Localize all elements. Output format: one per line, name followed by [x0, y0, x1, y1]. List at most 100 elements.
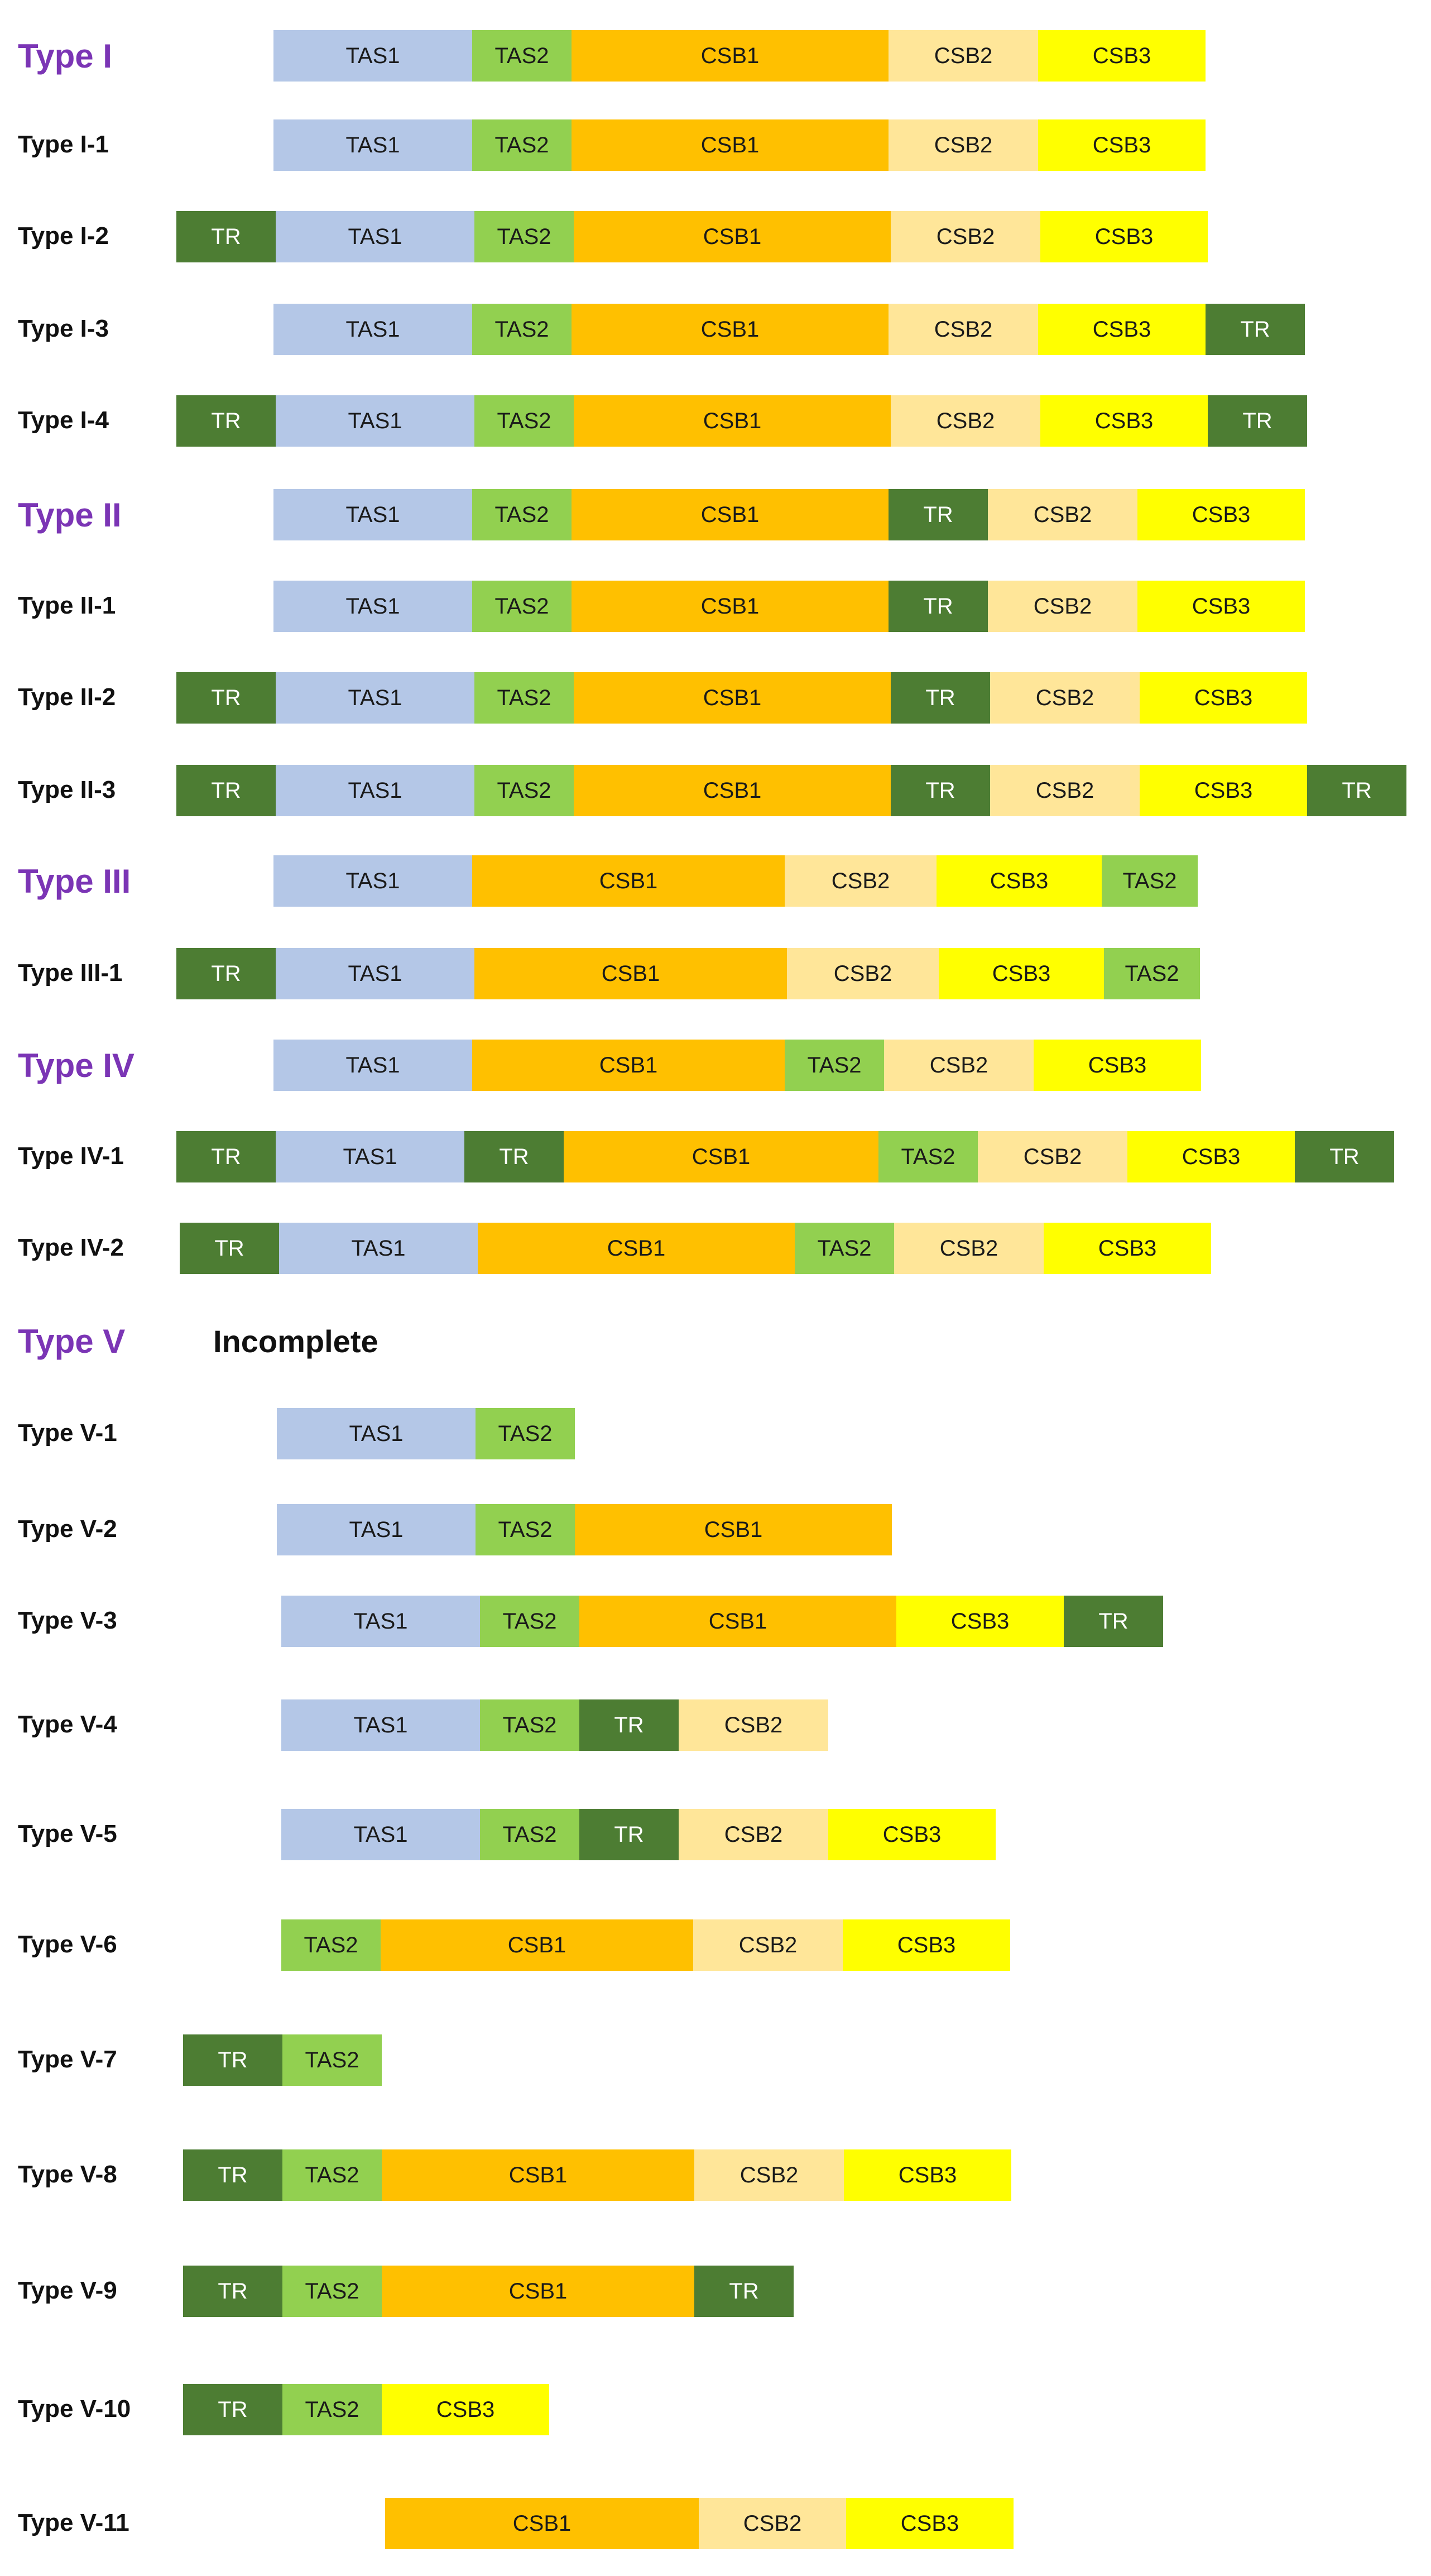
- segment-csb3: CSB3: [937, 855, 1102, 907]
- segment-tr: TR: [176, 211, 276, 262]
- segment-csb1: CSB1: [382, 2149, 694, 2201]
- segment-tas1: TAS1: [276, 765, 474, 816]
- segment-csb3: CSB3: [939, 948, 1104, 999]
- segment-tr: TR: [579, 1699, 679, 1751]
- segment-csb1: CSB1: [574, 395, 891, 447]
- row-label: Type V-5: [18, 1820, 117, 1847]
- segment-csb3: CSB3: [1040, 211, 1208, 262]
- segment-tas2: TAS2: [472, 119, 572, 171]
- segment-csb2: CSB2: [990, 672, 1140, 724]
- segment-tas2: TAS2: [472, 30, 572, 82]
- segment-tas2: TAS2: [785, 1040, 884, 1091]
- segment-tr: TR: [889, 581, 988, 632]
- segment-tas2: TAS2: [282, 2149, 382, 2201]
- segment-csb3: CSB3: [843, 1919, 1010, 1971]
- incomplete-note: Incomplete: [213, 1324, 378, 1359]
- segment-tas1: TAS1: [277, 1504, 476, 1555]
- row-label: Type I-1: [18, 131, 109, 158]
- segment-tas2: TAS2: [282, 2034, 382, 2086]
- segment-tas1: TAS1: [276, 1131, 464, 1182]
- segment-tr: TR: [183, 2149, 282, 2201]
- segment-tas1: TAS1: [276, 948, 474, 999]
- segment-tr: TR: [1064, 1596, 1163, 1647]
- segment-tas2: TAS2: [1104, 948, 1200, 999]
- segment-tas1: TAS1: [276, 672, 474, 724]
- segment-csb1: CSB1: [572, 304, 889, 355]
- segment-tr: TR: [1208, 395, 1307, 447]
- segment-tas1: TAS1: [273, 119, 472, 171]
- segment-tas1: TAS1: [277, 1408, 476, 1459]
- segment-csb3: CSB3: [846, 2498, 1014, 2549]
- segment-tas2: TAS2: [795, 1223, 894, 1274]
- segment-tas2: TAS2: [281, 1919, 381, 1971]
- segment-tas2: TAS2: [474, 672, 574, 724]
- segment-tr: TR: [180, 1223, 279, 1274]
- segment-csb3: CSB3: [1038, 304, 1206, 355]
- segment-csb1: CSB1: [564, 1131, 878, 1182]
- segment-csb3: CSB3: [1038, 119, 1206, 171]
- segment-csb2: CSB2: [894, 1223, 1044, 1274]
- segment-tas2: TAS2: [282, 2384, 382, 2435]
- segment-tr: TR: [579, 1809, 679, 1860]
- segment-tas2: TAS2: [480, 1699, 579, 1751]
- segment-tas2: TAS2: [878, 1131, 978, 1182]
- segment-tas2: TAS2: [480, 1596, 579, 1647]
- segment-csb2: CSB2: [990, 765, 1140, 816]
- segment-csb3: CSB3: [1137, 581, 1305, 632]
- row-label: Type II: [18, 496, 122, 534]
- segment-csb3: CSB3: [1140, 672, 1307, 724]
- segment-tas1: TAS1: [281, 1699, 480, 1751]
- segment-tr: TR: [1295, 1131, 1394, 1182]
- segment-csb1: CSB1: [575, 1504, 892, 1555]
- segment-tr: TR: [1206, 304, 1305, 355]
- row-label: Type V-4: [18, 1711, 117, 1738]
- segment-tr: TR: [176, 948, 276, 999]
- segment-tr: TR: [183, 2034, 282, 2086]
- segment-csb1: CSB1: [574, 211, 891, 262]
- row-label: Type V-7: [18, 2046, 117, 2073]
- segment-tas2: TAS2: [476, 1504, 575, 1555]
- row-label: Type III: [18, 863, 131, 900]
- row-label: Type V-9: [18, 2277, 117, 2304]
- segment-csb2: CSB2: [978, 1131, 1127, 1182]
- segment-csb3: CSB3: [1137, 489, 1305, 540]
- segment-tr: TR: [1307, 765, 1406, 816]
- row-label: Type V-10: [18, 2395, 131, 2422]
- segment-csb1: CSB1: [574, 765, 891, 816]
- segment-csb3: CSB3: [1040, 395, 1208, 447]
- segment-csb1: CSB1: [474, 948, 787, 999]
- segment-tas2: TAS2: [282, 2266, 382, 2317]
- segment-tr: TR: [891, 765, 990, 816]
- segment-csb1: CSB1: [478, 1223, 795, 1274]
- segment-csb2: CSB2: [699, 2498, 846, 2549]
- row-label: Type I: [18, 37, 112, 75]
- segment-csb2: CSB2: [693, 1919, 843, 1971]
- segment-csb1: CSB1: [572, 581, 889, 632]
- segment-csb1: CSB1: [385, 2498, 699, 2549]
- row-label: Type V-2: [18, 1515, 117, 1543]
- segment-tas1: TAS1: [273, 30, 472, 82]
- segment-csb1: CSB1: [472, 855, 785, 907]
- segment-csb3: CSB3: [1038, 30, 1206, 82]
- segment-csb3: CSB3: [382, 2384, 549, 2435]
- segment-tr: TR: [183, 2266, 282, 2317]
- row-label: Type II-3: [18, 776, 116, 803]
- segment-tas1: TAS1: [281, 1809, 480, 1860]
- segment-tas1: TAS1: [273, 1040, 472, 1091]
- segment-csb2: CSB2: [785, 855, 937, 907]
- row-label: Type V-11: [18, 2509, 129, 2536]
- segment-tas1: TAS1: [279, 1223, 478, 1274]
- segment-csb3: CSB3: [1127, 1131, 1295, 1182]
- segment-tas1: TAS1: [273, 581, 472, 632]
- segment-csb1: CSB1: [572, 119, 889, 171]
- segment-tas1: TAS1: [281, 1596, 480, 1647]
- segment-csb1: CSB1: [572, 30, 889, 82]
- segment-tas1: TAS1: [273, 489, 472, 540]
- segment-csb1: CSB1: [381, 1919, 693, 1971]
- segment-csb2: CSB2: [891, 395, 1040, 447]
- segment-tr: TR: [464, 1131, 564, 1182]
- segment-tas2: TAS2: [474, 395, 574, 447]
- segment-tas2: TAS2: [472, 304, 572, 355]
- segment-csb1: CSB1: [472, 1040, 785, 1091]
